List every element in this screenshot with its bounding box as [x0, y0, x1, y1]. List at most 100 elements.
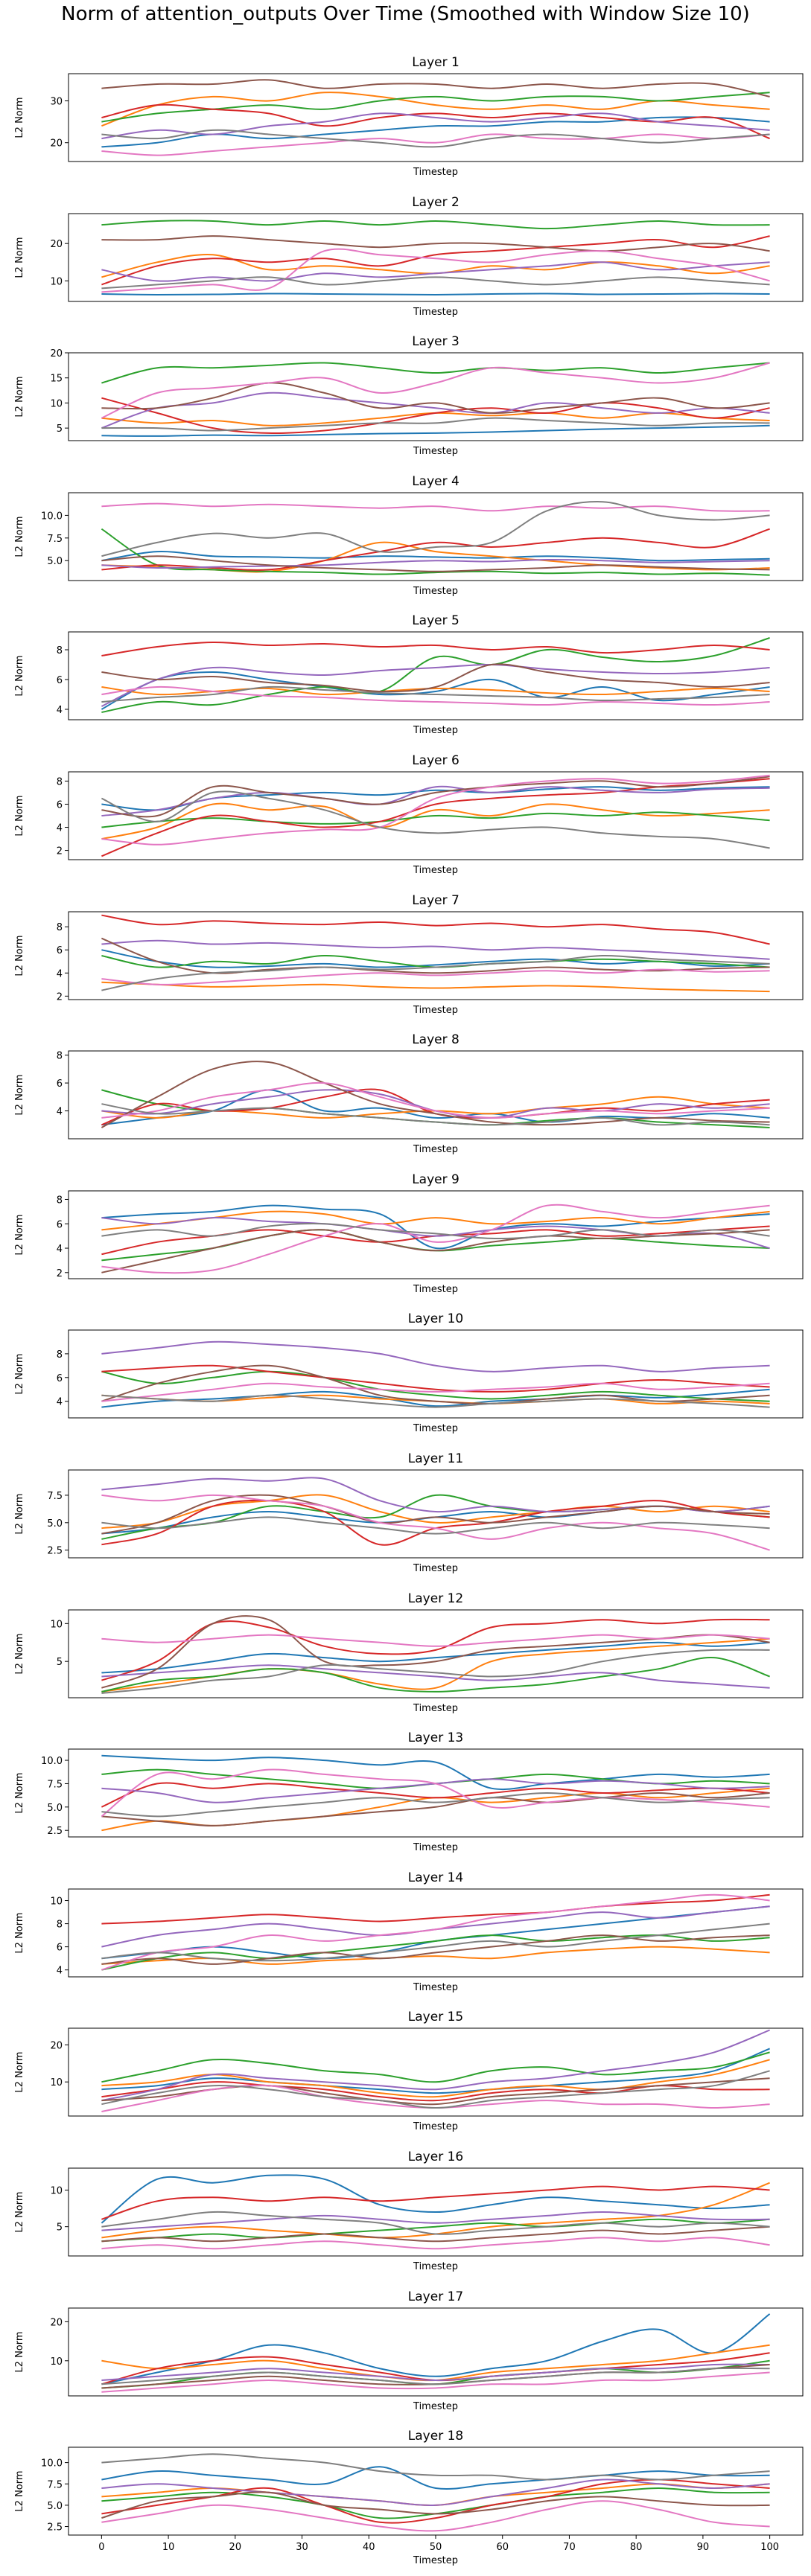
series-line — [101, 663, 770, 693]
series-line — [101, 1657, 770, 1693]
series-line — [101, 1893, 770, 1971]
series-line — [101, 502, 770, 512]
series-line — [101, 133, 770, 156]
series-line — [101, 1787, 770, 1832]
series-line — [101, 276, 770, 290]
axes-frame — [68, 1190, 804, 1279]
subplot-title: Layer 18 — [408, 2429, 463, 2444]
subplot-title: Layer 10 — [408, 1311, 463, 1326]
series-line — [101, 261, 770, 282]
y-tick-label: 10.0 — [41, 1756, 63, 1767]
series-line — [101, 551, 770, 562]
subplot-title: Layer 15 — [408, 2010, 463, 2024]
series-line — [101, 1768, 770, 1818]
x-axis-label: Timestep — [413, 2555, 458, 2566]
y-tick-label: 8 — [57, 1195, 63, 1206]
y-tick-label: 6 — [57, 945, 63, 956]
x-axis-label: Timestep — [413, 1982, 458, 1993]
y-tick-label: 20 — [50, 239, 63, 250]
y-tick-label: 10.0 — [41, 2458, 63, 2470]
x-axis-label: Timestep — [413, 446, 458, 457]
series-line — [101, 417, 770, 432]
x-axis-label: Timestep — [413, 1005, 458, 1016]
y-axis-label: L2 Norm — [14, 516, 25, 557]
x-axis-label: Timestep — [413, 865, 458, 876]
axes-frame — [68, 1329, 804, 1419]
series-line — [101, 1768, 770, 1789]
series-line — [101, 663, 770, 707]
series-line — [101, 1618, 770, 1681]
series-line — [101, 397, 770, 434]
series-line — [101, 1394, 770, 1408]
y-axis-label: L2 Norm — [14, 795, 25, 836]
subplot-title: Layer 7 — [412, 893, 459, 908]
subplot-title: Layer 16 — [408, 2150, 463, 2164]
y-tick-label: 10 — [50, 1619, 63, 1630]
y-axis-label: L2 Norm — [14, 1214, 25, 1255]
axes-frame — [68, 1050, 804, 1140]
axes-frame — [68, 2027, 804, 2117]
series-line — [101, 914, 770, 945]
series-line — [101, 1204, 770, 1274]
y-tick-label: 6 — [57, 1943, 63, 1954]
series-line — [101, 235, 770, 286]
y-axis-label: L2 Norm — [14, 97, 25, 138]
y-axis-label: L2 Norm — [14, 1493, 25, 1534]
series-line — [101, 2500, 770, 2532]
y-tick-label: 4 — [57, 823, 63, 834]
x-tick-label: 90 — [697, 2542, 710, 2553]
y-tick-label: 15 — [50, 374, 63, 385]
series-line — [101, 220, 770, 230]
y-tick-label: 20 — [50, 2317, 63, 2328]
axes-frame — [68, 1469, 804, 1559]
series-line — [101, 802, 770, 840]
y-tick-label: 6 — [57, 1373, 63, 1384]
y-tick-label: 2 — [57, 991, 63, 1003]
y-tick-label: 8 — [57, 1349, 63, 1361]
series-line — [101, 235, 770, 252]
series-line — [101, 2029, 770, 2102]
series-line — [101, 2211, 770, 2235]
series-line — [101, 774, 770, 846]
x-tick-label: 60 — [496, 2542, 509, 2553]
y-tick-label: 5.0 — [47, 2501, 63, 2512]
y-tick-label: 10 — [50, 398, 63, 409]
series-line — [101, 2211, 770, 2231]
figure-title: Norm of attention_outputs Over Time (Smo… — [61, 3, 750, 25]
series-line — [101, 501, 770, 557]
series-line — [101, 528, 770, 571]
series-line — [101, 424, 770, 437]
series-line — [101, 1088, 770, 1126]
series-line — [101, 2363, 770, 2382]
y-tick-label: 8 — [57, 922, 63, 933]
series-line — [101, 382, 770, 415]
subplot-title: Layer 14 — [408, 1870, 463, 1885]
series-line — [101, 637, 770, 713]
series-line — [101, 641, 770, 656]
y-axis-label: L2 Norm — [14, 2470, 25, 2511]
series-line — [101, 2051, 770, 2083]
y-tick-label: 8 — [57, 776, 63, 787]
y-tick-label: 6 — [57, 799, 63, 811]
x-axis-label: Timestep — [413, 1284, 458, 1295]
subplot-title: Layer 8 — [412, 1032, 459, 1047]
y-tick-label: 2.5 — [47, 1826, 63, 1837]
series-line — [101, 1516, 770, 1535]
y-tick-label: 8 — [57, 1051, 63, 1062]
series-line — [101, 1782, 770, 1808]
y-tick-label: 30 — [50, 97, 63, 108]
y-axis-label: L2 Norm — [14, 1772, 25, 1813]
y-tick-label: 2.5 — [47, 2522, 63, 2534]
series-line — [101, 1905, 770, 1960]
series-line — [101, 2070, 770, 2109]
x-tick-label: 80 — [630, 2542, 643, 2553]
y-axis-label: L2 Norm — [14, 2191, 25, 2232]
series-line — [101, 1364, 770, 1393]
x-axis-label: Timestep — [413, 1563, 458, 1574]
y-tick-label: 10 — [50, 2356, 63, 2368]
series-line — [101, 811, 770, 828]
series-line — [101, 1204, 770, 1250]
series-line — [101, 790, 770, 849]
series-line — [101, 2218, 770, 2243]
axes-frame — [68, 1888, 804, 1978]
